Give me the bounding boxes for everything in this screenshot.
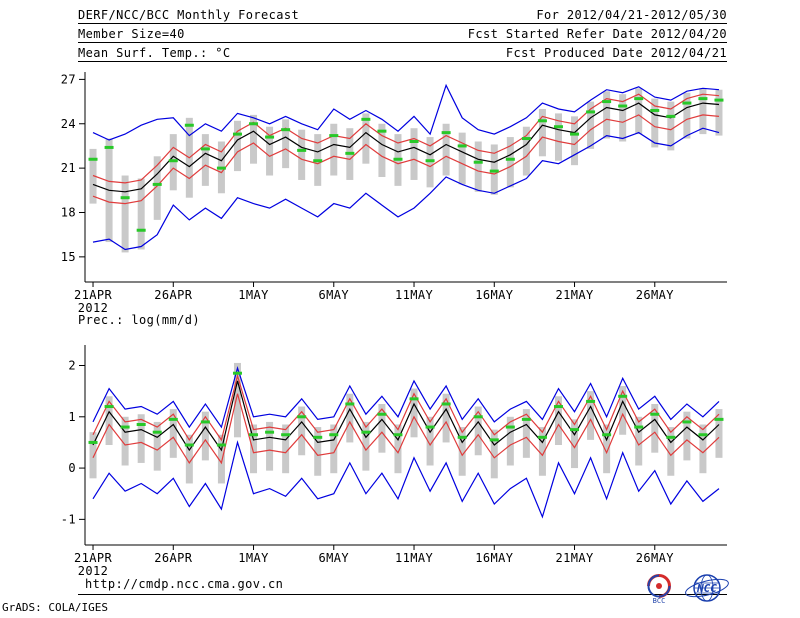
svg-text:15: 15 <box>61 250 76 264</box>
svg-text:6MAY: 6MAY <box>319 288 350 302</box>
bcc-logo-dot <box>656 583 662 589</box>
svg-text:27: 27 <box>61 72 76 86</box>
header-rule-1 <box>78 23 727 24</box>
svg-text:2012: 2012 <box>78 301 109 315</box>
temperature-chart: 15 18 21 24 27 21APR 26APR 1MAY 6MAY 11MAY 16MAY 21… <box>61 72 727 315</box>
svg-text:24: 24 <box>61 117 76 131</box>
svg-text:21MAY: 21MAY <box>555 551 593 565</box>
precipitation-chart: -1 0 1 2 21APR 26APR 1MAY 6MAY 11MAY 16MAY 21MAY 26… <box>61 345 727 576</box>
footer-rule <box>78 594 727 595</box>
forecast-period: For 2012/04/21-2012/05/30 <box>536 8 727 22</box>
temp-section-label: Mean Surf. Temp.: °C <box>78 46 231 60</box>
bcc-logo: BCC <box>647 574 671 604</box>
svg-text:-1: -1 <box>61 512 76 526</box>
svg-text:1MAY: 1MAY <box>238 288 269 302</box>
header-rule-3 <box>78 61 727 62</box>
svg-text:6MAY: 6MAY <box>319 551 350 565</box>
svg-text:21APR: 21APR <box>74 288 112 302</box>
svg-text:26MAY: 26MAY <box>636 551 674 565</box>
svg-text:2012: 2012 <box>78 564 109 576</box>
ncc-logo: NCC <box>685 574 729 602</box>
svg-text:16MAY: 16MAY <box>475 551 513 565</box>
svg-text:18: 18 <box>61 205 76 219</box>
svg-text:11MAY: 11MAY <box>395 288 433 302</box>
svg-text:21MAY: 21MAY <box>555 288 593 302</box>
svg-text:26MAY: 26MAY <box>636 288 674 302</box>
svg-text:1: 1 <box>68 410 76 424</box>
precip-section-label: Prec.: log(mm/d) <box>78 313 200 327</box>
svg-text:11MAY: 11MAY <box>395 551 433 565</box>
grads-credit: GrADS: COLA/IGES <box>2 601 108 614</box>
svg-text:0: 0 <box>68 461 76 475</box>
member-size-label: Member Size=40 <box>78 27 185 41</box>
svg-text:26APR: 26APR <box>154 288 192 302</box>
report-title: DERF/NCC/BCC Monthly Forecast <box>78 8 300 22</box>
header-rule-2 <box>78 42 727 43</box>
svg-text:1MAY: 1MAY <box>238 551 269 565</box>
svg-text:26APR: 26APR <box>154 551 192 565</box>
fcst-start-date: Fcst Started Refer Date 2012/04/20 <box>467 27 727 41</box>
fcst-produced-date: Fcst Produced Date 2012/04/21 <box>505 46 727 60</box>
svg-text:2: 2 <box>68 359 76 373</box>
bcc-logo-label: BCC <box>653 597 666 604</box>
footer-url: http://cmdp.ncc.cma.gov.cn <box>85 577 284 591</box>
svg-text:21APR: 21APR <box>74 551 112 565</box>
svg-text:21: 21 <box>61 161 76 175</box>
svg-text:16MAY: 16MAY <box>475 288 513 302</box>
ncc-logo-label: NCC <box>696 582 717 595</box>
